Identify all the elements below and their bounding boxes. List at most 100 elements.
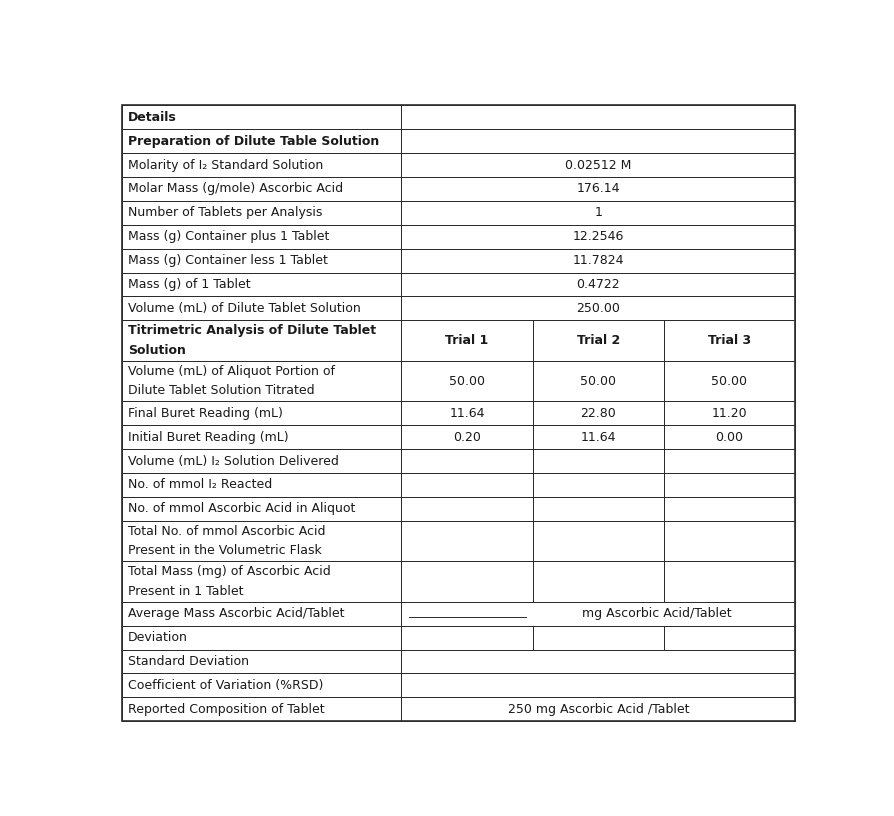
Text: Dilute Tablet Solution Titrated: Dilute Tablet Solution Titrated	[128, 384, 314, 397]
Bar	[401, 521, 532, 561]
Bar	[122, 602, 401, 626]
Text: 50.00: 50.00	[449, 375, 485, 388]
Bar	[663, 626, 794, 650]
Text: Coefficient of Variation (%RSD): Coefficient of Variation (%RSD)	[128, 679, 323, 692]
Text: Details: Details	[128, 111, 176, 124]
Text: Mass (g) of 1 Tablet: Mass (g) of 1 Tablet	[128, 278, 250, 291]
Text: 12.2546: 12.2546	[572, 230, 623, 243]
Text: Total No. of mmol Ascorbic Acid: Total No. of mmol Ascorbic Acid	[128, 525, 325, 538]
Text: Trial 1: Trial 1	[445, 334, 488, 347]
Bar	[122, 361, 401, 401]
Text: Deviation: Deviation	[128, 632, 188, 644]
Text: 11.64: 11.64	[580, 431, 615, 444]
Bar	[401, 273, 794, 296]
Text: Standard Deviation: Standard Deviation	[128, 655, 249, 668]
Text: 1: 1	[594, 206, 602, 220]
Bar	[122, 177, 401, 201]
Bar	[401, 320, 532, 361]
Text: Present in the Volumetric Flask: Present in the Volumetric Flask	[128, 544, 321, 557]
Bar	[401, 249, 794, 273]
Bar	[122, 129, 401, 153]
Bar	[532, 626, 663, 650]
Bar	[122, 698, 401, 721]
Text: 22.80: 22.80	[580, 407, 615, 420]
Text: Present in 1 Tablet: Present in 1 Tablet	[128, 585, 243, 598]
Bar	[401, 296, 794, 320]
Bar	[532, 361, 663, 401]
Bar	[122, 249, 401, 273]
Text: 0.02512 M: 0.02512 M	[564, 158, 631, 171]
Bar	[532, 473, 663, 497]
Bar	[663, 361, 794, 401]
Bar	[401, 425, 532, 449]
Bar	[532, 425, 663, 449]
Text: Trial 3: Trial 3	[707, 334, 750, 347]
Text: 11.20: 11.20	[711, 407, 746, 420]
Bar	[122, 425, 401, 449]
Text: 0.20: 0.20	[452, 431, 480, 444]
Bar	[122, 296, 401, 320]
Bar	[532, 401, 663, 425]
Text: Final Buret Reading (mL): Final Buret Reading (mL)	[128, 407, 283, 420]
Bar	[401, 561, 532, 602]
Text: mg Ascorbic Acid/Tablet: mg Ascorbic Acid/Tablet	[581, 607, 731, 620]
Bar	[401, 497, 532, 521]
Bar	[401, 673, 794, 698]
Text: Volume (mL) of Aliquot Portion of: Volume (mL) of Aliquot Portion of	[128, 365, 334, 378]
Text: 176.14: 176.14	[576, 183, 620, 196]
Bar	[401, 224, 794, 249]
Text: 250 mg Ascorbic Acid /Tablet: 250 mg Ascorbic Acid /Tablet	[507, 703, 688, 716]
Bar	[663, 561, 794, 602]
Bar	[663, 320, 794, 361]
Bar	[122, 320, 401, 361]
Bar	[532, 449, 663, 473]
Bar	[401, 177, 794, 201]
Bar	[401, 650, 794, 673]
Text: No. of mmol I₂ Reacted: No. of mmol I₂ Reacted	[128, 478, 272, 491]
Bar	[663, 497, 794, 521]
Text: 50.00: 50.00	[579, 375, 616, 388]
Bar	[401, 401, 532, 425]
Bar	[532, 320, 663, 361]
Text: 250.00: 250.00	[576, 302, 620, 315]
Bar	[122, 401, 401, 425]
Bar	[663, 401, 794, 425]
Bar	[532, 561, 663, 602]
Text: Solution: Solution	[128, 344, 185, 357]
Text: Reported Composition of Tablet: Reported Composition of Tablet	[128, 703, 325, 716]
Bar	[122, 497, 401, 521]
Text: 50.00: 50.00	[711, 375, 746, 388]
Text: Mass (g) Container less 1 Tablet: Mass (g) Container less 1 Tablet	[128, 254, 327, 267]
Text: Preparation of Dilute Table Solution: Preparation of Dilute Table Solution	[128, 135, 379, 148]
Bar	[122, 561, 401, 602]
Bar	[663, 449, 794, 473]
Bar	[401, 602, 794, 626]
Text: Mass (g) Container plus 1 Tablet: Mass (g) Container plus 1 Tablet	[128, 230, 329, 243]
Text: Trial 2: Trial 2	[576, 334, 620, 347]
Bar	[401, 473, 532, 497]
Bar	[122, 521, 401, 561]
Text: Average Mass Ascorbic Acid/Tablet: Average Mass Ascorbic Acid/Tablet	[128, 607, 344, 620]
Bar	[663, 425, 794, 449]
Bar	[401, 153, 794, 177]
Bar	[401, 201, 794, 224]
Bar	[401, 129, 794, 153]
Bar	[401, 361, 532, 401]
Bar	[532, 497, 663, 521]
Bar	[122, 105, 401, 129]
Bar	[401, 626, 532, 650]
Bar	[122, 673, 401, 698]
Text: 0.4722: 0.4722	[576, 278, 620, 291]
Bar	[122, 273, 401, 296]
Bar	[122, 201, 401, 224]
Bar	[663, 521, 794, 561]
Bar	[122, 473, 401, 497]
Text: Molarity of I₂ Standard Solution: Molarity of I₂ Standard Solution	[128, 158, 323, 171]
Text: Total Mass (mg) of Ascorbic Acid: Total Mass (mg) of Ascorbic Acid	[128, 565, 330, 579]
Text: 11.64: 11.64	[449, 407, 485, 420]
Text: Volume (mL) of Dilute Tablet Solution: Volume (mL) of Dilute Tablet Solution	[128, 302, 360, 315]
Bar	[122, 626, 401, 650]
Text: 0.00: 0.00	[714, 431, 743, 444]
Bar	[122, 650, 401, 673]
Bar	[122, 449, 401, 473]
